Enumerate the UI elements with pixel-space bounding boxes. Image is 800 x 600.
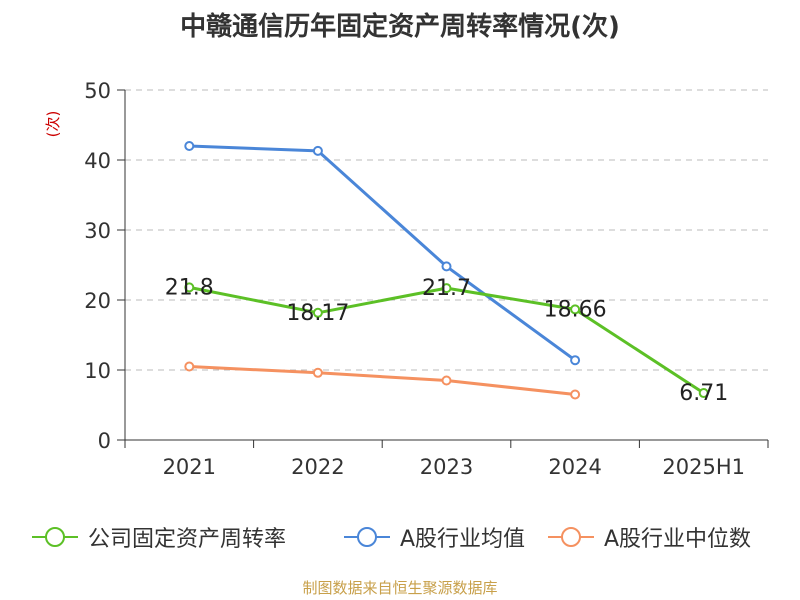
source-note: 制图数据来自恒生聚源数据库 [302, 579, 498, 597]
data-label: 18.17 [286, 301, 349, 326]
data-point [312, 145, 323, 156]
data-label: 18.66 [544, 297, 607, 322]
data-label: 21.8 [165, 275, 214, 300]
series-line [189, 144, 576, 362]
legend-item-industry-median[interactable]: A股行业中位数 [546, 520, 751, 554]
data-point [184, 361, 195, 372]
data-point [698, 388, 709, 399]
data-label: 21.7 [422, 276, 471, 301]
x-tick-label: 2023 [420, 455, 473, 479]
y-tick-label: 50 [84, 79, 111, 103]
data-label: 6.71 [679, 381, 728, 406]
y-axis-label: (次) [44, 111, 62, 138]
y-tick-label: 10 [84, 359, 111, 383]
legend-marker-company [32, 527, 78, 547]
legend: 公司固定资产周转率 A股行业均值 A股行业中位数 [0, 520, 800, 554]
x-tick-label: 2022 [291, 455, 344, 479]
legend-label-company: 公司固定资产周转率 [88, 527, 287, 552]
data-point [312, 307, 323, 318]
legend-label-industry-mean: A股行业均值 [400, 527, 526, 552]
data-point [570, 355, 581, 366]
data-point [441, 261, 452, 272]
legend-marker-industry-median [548, 527, 594, 547]
y-tick-label: 0 [98, 429, 111, 453]
y-tick-label: 20 [84, 289, 111, 313]
data-point [570, 304, 581, 315]
legend-item-company[interactable]: 公司固定资产周转率 [30, 520, 286, 554]
data-point [312, 367, 323, 378]
data-point [441, 283, 452, 294]
data-point [184, 141, 195, 151]
data-point [570, 389, 581, 400]
x-tick-label: 2025H1 [662, 455, 745, 479]
y-tick-label: 30 [84, 219, 111, 243]
series-line [189, 365, 576, 396]
legend-marker-industry-mean [344, 527, 390, 547]
data-point [184, 282, 195, 293]
legend-label-industry-median: A股行业中位数 [604, 527, 752, 552]
chart-title: 中赣通信历年固定资产周转率情况(次) [180, 12, 620, 42]
x-tick-label: 2024 [548, 455, 601, 479]
legend-item-industry-mean[interactable]: A股行业均值 [342, 520, 525, 554]
y-tick-label: 40 [84, 149, 111, 173]
data-point [441, 375, 452, 386]
x-tick-label: 2021 [163, 455, 216, 479]
